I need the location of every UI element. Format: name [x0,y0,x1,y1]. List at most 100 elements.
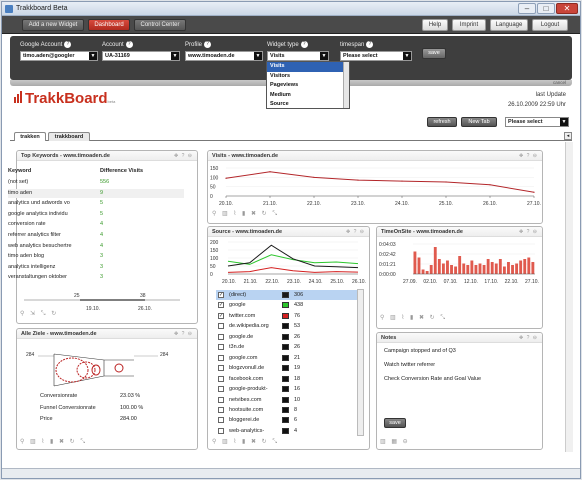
source-color-swatch[interactable] [282,354,289,361]
source-row[interactable]: google.com 21 [216,353,357,363]
source-checkbox[interactable] [218,396,224,403]
source-row[interactable]: ✓ twitter.com 76 [216,311,357,321]
source-checkbox[interactable] [218,417,224,424]
source-row[interactable]: hootsuite.com 8 [216,405,357,415]
source-checkbox[interactable] [218,354,224,361]
source-color-swatch[interactable] [282,333,289,340]
tab-trakken[interactable]: trakken [14,132,46,141]
source-color-swatch[interactable] [282,375,289,382]
language-button[interactable]: Language [490,19,528,31]
note-item[interactable]: Watch twitter referrer [384,362,436,368]
widget-toolbar[interactable]: ▥ ▦ ⊖ [380,439,410,445]
source-row[interactable]: t3n.de 26 [216,342,357,352]
keyword-row[interactable]: veranstaltungen oktober 3 [8,273,184,282]
keyword-row[interactable]: web analytics besuchertre 4 [8,242,184,251]
source-checkbox[interactable] [218,386,224,393]
source-checkbox[interactable] [218,323,224,330]
source-color-swatch[interactable] [282,302,289,309]
keyword-row[interactable]: (not set) 556 [8,178,184,187]
widget-toolbar[interactable]: ⚲ ▥ ⌇ ▮ ✖ ↻ ⤡ [20,439,88,445]
source-checkbox[interactable] [218,406,224,413]
keyword-row[interactable]: timo aden 9 [8,188,184,198]
widget-toolbar[interactable]: ⚲ ▥ ⌇ ▮ ✖ ↻ ⤡ [212,439,280,445]
dashboard-button[interactable]: Dashboard [88,19,130,31]
source-color-swatch[interactable] [282,312,289,319]
logout-button[interactable]: Logout [532,19,568,31]
imprint-button[interactable]: Imprint [452,19,486,31]
dropdown-option[interactable]: Medium [270,91,291,98]
source-row[interactable]: facebook.com 18 [216,374,357,384]
source-row[interactable]: de.wikipedia.org 53 [216,321,357,331]
source-row[interactable]: web-analytics- 4 [216,426,357,436]
minimize-button[interactable]: – [518,3,536,14]
source-row[interactable]: ✓ google 438 [216,300,357,310]
source-row[interactable]: google.de 26 [216,332,357,342]
widget-controls-icon[interactable]: ✥ ? ⊖ [519,229,538,235]
source-color-swatch[interactable] [282,417,289,424]
source-color-swatch[interactable] [282,427,289,434]
help-icon[interactable]: ? [125,41,133,48]
help-icon[interactable]: ? [64,41,72,48]
widget-controls-icon[interactable]: ✥ ? ⊖ [519,153,538,159]
widget-controls-icon[interactable]: ✥ ? ⊖ [519,335,538,341]
source-checkbox[interactable] [218,375,224,382]
keyword-row[interactable]: referrer analytics filter 4 [8,231,184,240]
account-select[interactable]: UA-31169 ▼ [102,51,180,61]
dropdown-option[interactable]: Visits [267,62,349,72]
source-row[interactable]: ✓ (direct) 306 [216,290,357,301]
control-center-button[interactable]: Control Center [134,19,186,31]
help-icon[interactable]: ? [366,41,374,48]
source-checkbox[interactable]: ✓ [218,302,224,309]
tab-trakkboard[interactable]: trakkboard [48,132,90,141]
source-row[interactable]: bloggerei.de 6 [216,415,357,425]
tab-select[interactable]: Please select ▼ [505,117,569,127]
source-color-swatch[interactable] [282,396,289,403]
dropdown-option[interactable]: Visitors [270,72,291,79]
source-color-swatch[interactable] [282,323,289,330]
source-checkbox[interactable]: ✓ [218,292,224,298]
help-icon[interactable]: ? [204,41,212,48]
profile-select[interactable]: www.timoaden.de ▼ [185,51,263,61]
page-scrollbar[interactable] [565,142,573,452]
source-checkbox[interactable]: ✓ [218,312,224,319]
keyword-row[interactable]: analytics intelligenz 3 [8,263,184,272]
source-color-swatch[interactable] [282,386,289,393]
dropdown-option[interactable]: Pageviews [270,82,299,88]
help-button[interactable]: Help [422,19,448,31]
help-icon[interactable]: ? [300,41,308,48]
widget-toolbar[interactable]: ⚲ ⇲ ⤡ ↻ [20,311,59,317]
refresh-button[interactable]: refresh [427,117,457,127]
source-row[interactable]: google-produkt- 16 [216,384,357,394]
widget-controls-icon[interactable]: ✥ ? ⊖ [174,331,193,337]
source-color-swatch[interactable] [282,365,289,372]
source-color-swatch[interactable] [282,406,289,413]
keyword-row[interactable]: analytics und adwords vo 5 [8,199,184,208]
keyword-row[interactable]: timo aden blog 3 [8,252,184,261]
source-checkbox[interactable] [218,365,224,372]
widget-type-select[interactable]: Visits ▼ [267,51,329,61]
source-checkbox[interactable] [218,427,224,434]
collapse-toggle[interactable]: ◂ [564,132,572,140]
dropdown-option[interactable]: Source [270,101,289,107]
save-widget-button[interactable]: save [422,48,446,59]
source-row[interactable]: netvibes.com 10 [216,395,357,405]
note-item[interactable]: Campaign stopped and of Q3 [384,348,456,354]
source-color-swatch[interactable] [282,344,289,351]
cancel-link[interactable]: cancel [552,80,566,85]
google-account-select[interactable]: timo.aden@googler ▼ [20,51,98,61]
dropdown-scrollbar[interactable] [343,62,349,108]
add-widget-button[interactable]: Add a new Widget [22,19,84,31]
source-row[interactable]: blogzvonull.de 19 [216,363,357,373]
source-color-swatch[interactable] [282,292,289,298]
close-window-button[interactable]: ✕ [556,3,578,14]
widget-toolbar[interactable]: ⚲ ▥ ⌇ ▮ ✖ ↻ ⤡ [380,315,448,321]
save-notes-button[interactable]: save [384,418,406,428]
maximize-button[interactable]: □ [537,3,555,14]
source-checkbox[interactable] [218,333,224,340]
widget-controls-icon[interactable]: ✥ ? ⊖ [346,229,365,235]
widget-toolbar[interactable]: ⚲ ▥ ⌇ ▮ ✖ ↻ ⤡ [212,211,280,217]
widget-controls-icon[interactable]: ✥ ? ⊖ [174,153,193,159]
source-list-scrollbar[interactable] [357,289,364,436]
keyword-row[interactable]: conversion rate 4 [8,220,184,229]
new-tab-button[interactable]: New Tab [461,117,497,127]
